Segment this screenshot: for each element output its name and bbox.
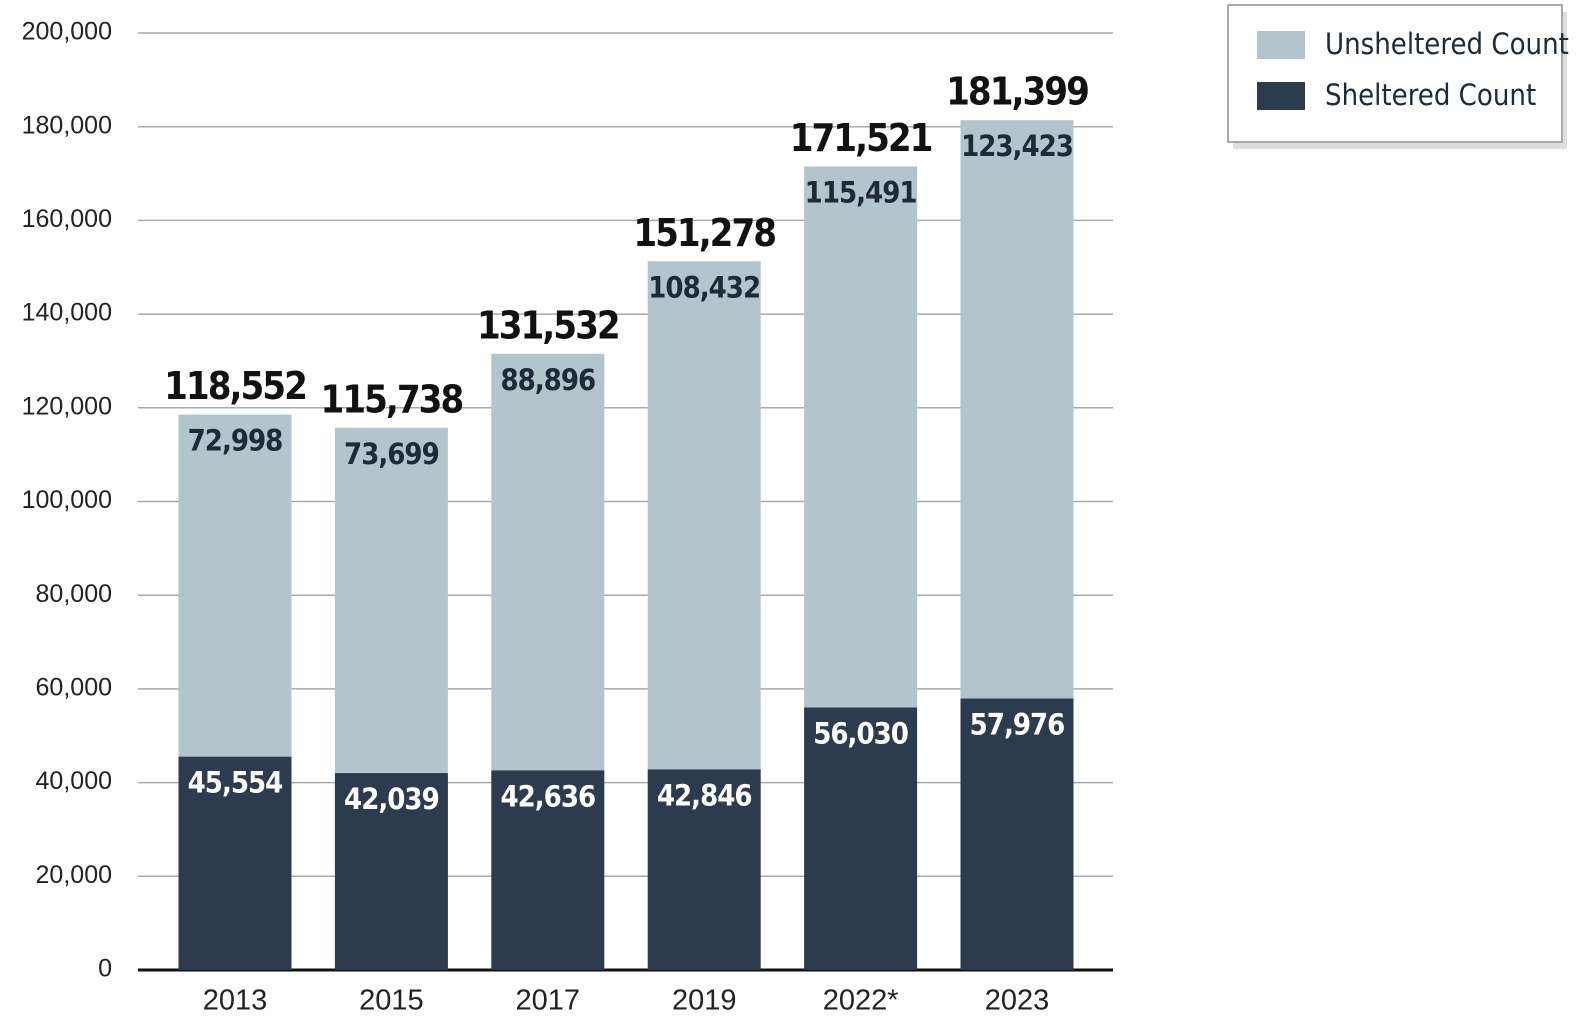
legend-label: Unsheltered Count [1325, 27, 1569, 61]
y-tick-label: 140,000 [22, 299, 112, 327]
y-tick-label: 0 [98, 955, 112, 983]
y-tick-label: 180,000 [22, 111, 112, 139]
y-tick-label: 120,000 [22, 392, 112, 420]
data-label: 45,554 [188, 766, 283, 800]
data-label: 108,432 [648, 270, 760, 304]
bar-segment [491, 353, 605, 771]
total-label: 115,738 [321, 377, 463, 421]
y-tick-label: 60,000 [36, 674, 112, 702]
x-tick-label: 2017 [516, 985, 581, 1017]
data-label: 123,423 [961, 129, 1073, 163]
y-tick-label: 40,000 [36, 767, 112, 795]
legend-box [1227, 4, 1563, 143]
total-label: 151,278 [633, 211, 775, 255]
legend-swatch [1257, 82, 1305, 110]
x-tick-label: 2015 [359, 985, 424, 1017]
bar-segment [960, 698, 1074, 970]
bar-segment [178, 414, 292, 757]
bar-segment [178, 756, 292, 970]
bar-segment [647, 769, 761, 970]
bar-segment [960, 120, 1074, 699]
bar-segment [647, 261, 761, 770]
bar-segment [334, 773, 448, 970]
data-label: 42,846 [657, 778, 752, 812]
data-label: 42,039 [344, 782, 439, 816]
total-label: 131,532 [477, 303, 619, 347]
data-label: 56,030 [813, 716, 908, 750]
x-tick-label: 2022* [823, 985, 899, 1017]
x-tick-label: 2023 [985, 985, 1050, 1017]
x-tick-label: 2013 [203, 985, 268, 1017]
data-label: 72,998 [188, 424, 283, 458]
data-label: 88,896 [500, 363, 595, 397]
data-label: 57,976 [970, 707, 1065, 741]
bar-segment [491, 770, 605, 970]
y-tick-label: 20,000 [36, 861, 112, 889]
data-label: 115,491 [805, 175, 917, 209]
total-label: 181,399 [946, 70, 1088, 114]
total-label: 118,552 [164, 364, 306, 408]
y-tick-label: 100,000 [22, 486, 112, 514]
y-tick-label: 200,000 [22, 18, 112, 46]
total-label: 171,521 [790, 116, 932, 160]
data-label: 42,636 [500, 779, 595, 813]
data-label: 73,699 [344, 437, 439, 471]
legend-label: Sheltered Count [1325, 78, 1536, 112]
x-tick-label: 2019 [672, 985, 737, 1017]
legend-swatch [1257, 31, 1305, 59]
y-tick-label: 160,000 [22, 205, 112, 233]
y-tick-label: 80,000 [36, 580, 112, 608]
bar-segment [334, 427, 448, 774]
bar-segment [804, 707, 918, 970]
bar-segment [804, 166, 918, 708]
